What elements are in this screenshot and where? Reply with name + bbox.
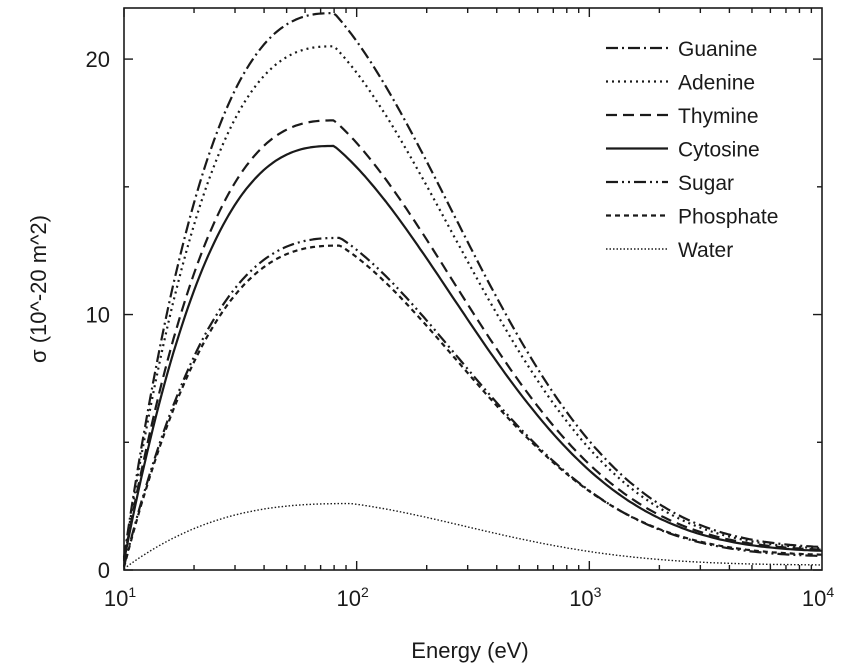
legend-label-guanine: Guanine (678, 38, 757, 61)
series-lines (122, 12, 823, 570)
y-tick-label: 20 (86, 47, 110, 72)
y-tick-label: 10 (86, 303, 110, 328)
y-axis-label: σ (10^-20 m^2) (26, 215, 51, 363)
series-line-thymine (122, 119, 823, 560)
y-axis-ticks: 0 10 20 (86, 47, 822, 583)
legend-label-thymine: Thymine (678, 105, 759, 128)
series-line-water (123, 502, 822, 570)
legend-label-cytosine: Cytosine (678, 139, 760, 162)
y-tick-label: 0 (98, 558, 110, 583)
series-line-cytosine (122, 144, 823, 562)
x-tick-label: 102 (337, 584, 369, 611)
series-line-phosphate (122, 244, 823, 568)
legend: Guanine Adenine Thymine Cytosine Sugar Phosph… (606, 38, 778, 262)
x-tick-label: 104 (802, 584, 834, 611)
legend-label-water: Water (678, 239, 733, 262)
series-line-adenine (122, 45, 823, 559)
legend-label-adenine: Adenine (678, 72, 755, 95)
x-axis-label: Energy (eV) (411, 638, 528, 663)
legend-label-sugar: Sugar (678, 172, 734, 195)
series-line-guanine (122, 12, 823, 558)
legend-label-phosphate: Phosphate (678, 206, 778, 229)
series-line-sugar (122, 236, 823, 567)
x-tick-label: 101 (104, 584, 136, 611)
x-axis-ticks: 101 102 103 104 (104, 8, 834, 611)
x-tick-label: 103 (569, 584, 601, 611)
plot-frame (123, 7, 823, 571)
